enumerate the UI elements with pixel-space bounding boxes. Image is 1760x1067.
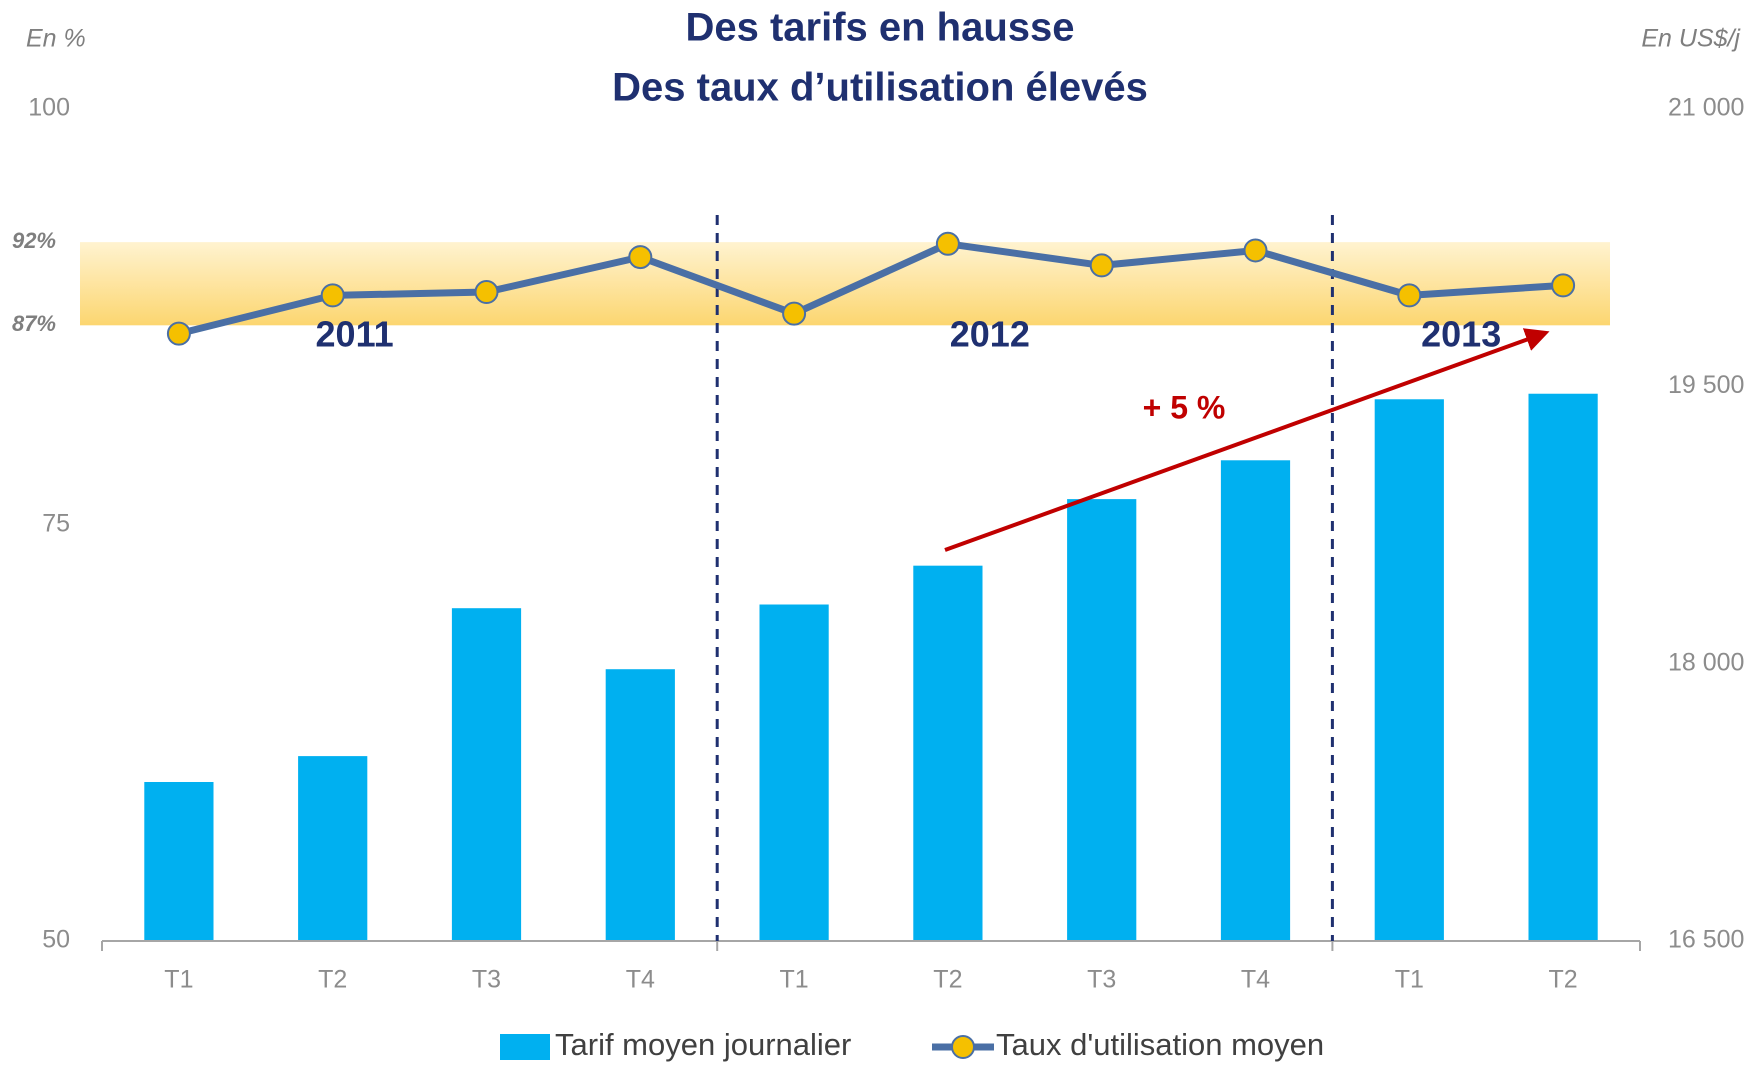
bar <box>759 604 829 941</box>
chart-title: Des tarifs en hausse <box>685 6 1074 50</box>
line-marker <box>474 280 499 305</box>
line-marker <box>320 283 345 308</box>
y2-axis-label: En US$/j <box>1641 25 1741 53</box>
legend-marker <box>951 1035 975 1059</box>
x-tick-label: T1 <box>780 966 809 994</box>
band-tick-label: 87% <box>12 311 56 336</box>
x-tick-label: T3 <box>1087 966 1116 994</box>
bar <box>1067 499 1137 941</box>
chart-title: Des taux d’utilisation élevés <box>612 66 1148 110</box>
bar <box>1374 399 1444 942</box>
line-marker <box>935 231 960 256</box>
bar <box>144 781 214 941</box>
bar <box>605 669 675 941</box>
line-marker <box>1243 238 1268 263</box>
bar <box>298 756 368 941</box>
line-marker <box>1397 283 1422 308</box>
y2-tick-label: 16 500 <box>1668 926 1744 954</box>
legend-label: Tarif moyen journalier <box>555 1027 851 1062</box>
line-series <box>178 240 1564 338</box>
y2-tick-label: 18 000 <box>1668 648 1744 676</box>
line-marker <box>1551 273 1576 298</box>
bar <box>451 608 522 941</box>
legend-swatch <box>500 1034 550 1060</box>
bar <box>1220 460 1291 941</box>
x-tick-label: T4 <box>1241 966 1270 994</box>
annotation: + 5 % <box>1143 389 1226 425</box>
group-label: 2013 <box>1421 314 1501 355</box>
line-marker <box>782 301 807 326</box>
y-tick-label: 100 <box>28 94 70 122</box>
y-tick-label: 50 <box>42 926 70 954</box>
group-label: 2012 <box>950 314 1030 355</box>
y-axis-label: En % <box>26 25 86 53</box>
y2-tick-label: 21 000 <box>1668 94 1744 122</box>
group-label: 2011 <box>316 314 394 355</box>
x-tick-label: T1 <box>1395 966 1424 994</box>
x-tick-label: T2 <box>933 966 962 994</box>
legend-label: Taux d'utilisation moyen <box>996 1027 1324 1062</box>
y2-tick-label: 19 500 <box>1668 371 1744 399</box>
x-tick-label: T2 <box>1549 966 1578 994</box>
x-tick-label: T1 <box>164 966 193 994</box>
x-tick-label: T3 <box>472 966 501 994</box>
x-tick-label: T2 <box>318 966 347 994</box>
trend-arrow <box>944 328 1550 552</box>
line-marker <box>1089 253 1114 278</box>
bar <box>1528 393 1598 941</box>
line-marker <box>166 321 191 346</box>
y-tick-label: 75 <box>42 510 70 538</box>
bar <box>913 565 983 941</box>
line-marker <box>628 245 653 270</box>
band-tick-label: 92% <box>12 228 56 253</box>
x-tick-label: T4 <box>626 966 655 994</box>
